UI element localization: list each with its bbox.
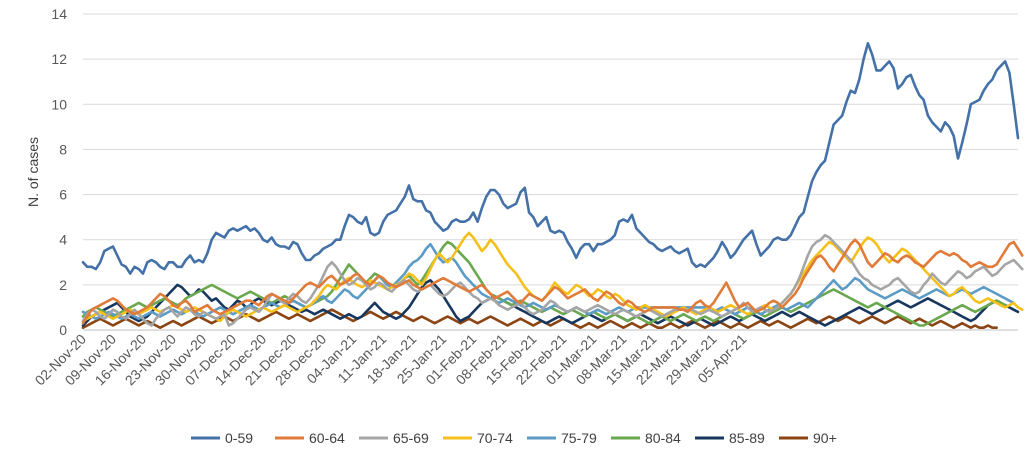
series-line-65-69: [81, 233, 1024, 327]
y-axis-title: N. of cases: [25, 137, 41, 207]
legend-item: 60-64: [275, 430, 345, 446]
y-axis: 0 2 4 6 8 10 12 14: [51, 6, 67, 338]
y-tick-label: 6: [59, 187, 67, 203]
legend-label: 75-79: [561, 430, 597, 446]
series-line-60-64: [81, 238, 1024, 325]
series-line-85-89: [81, 279, 1020, 327]
series-lines: [81, 42, 1024, 329]
x-axis: 02-Nov-2009-Nov-2016-Nov-2023-Nov-2030-N…: [32, 329, 1018, 388]
legend-item: 80-84: [611, 430, 681, 446]
legend-label: 70-74: [477, 430, 513, 446]
legend: 0-59 60-64 65-69 70-74 75-79 80-84 85-89 90+: [191, 430, 837, 446]
legend-item: 85-89: [695, 430, 765, 446]
y-tick-label: 2: [59, 277, 67, 293]
legend-item: 75-79: [527, 430, 597, 446]
series-line-80-84: [81, 240, 1007, 327]
y-tick-label: 8: [59, 141, 67, 157]
legend-item: 65-69: [359, 430, 429, 446]
legend-label: 85-89: [729, 430, 765, 446]
y-tick-label: 10: [51, 96, 67, 112]
legend-item: 70-74: [443, 430, 513, 446]
y-tick-label: 14: [51, 6, 67, 22]
legend-label: 0-59: [225, 430, 253, 446]
legend-label: 60-64: [309, 430, 345, 446]
legend-label: 80-84: [645, 430, 681, 446]
legend-item: 0-59: [191, 430, 253, 446]
y-tick-label: 0: [59, 322, 67, 338]
legend-item: 90+: [779, 430, 837, 446]
legend-label: 90+: [813, 430, 837, 446]
series-line-70-74: [81, 231, 1024, 323]
gridlines: [83, 13, 1018, 331]
series-line-0-59: [81, 42, 1020, 275]
y-tick-label: 4: [59, 232, 67, 248]
y-tick-label: 12: [51, 51, 67, 67]
series-line-75-79: [81, 242, 1015, 320]
legend-label: 65-69: [393, 430, 429, 446]
